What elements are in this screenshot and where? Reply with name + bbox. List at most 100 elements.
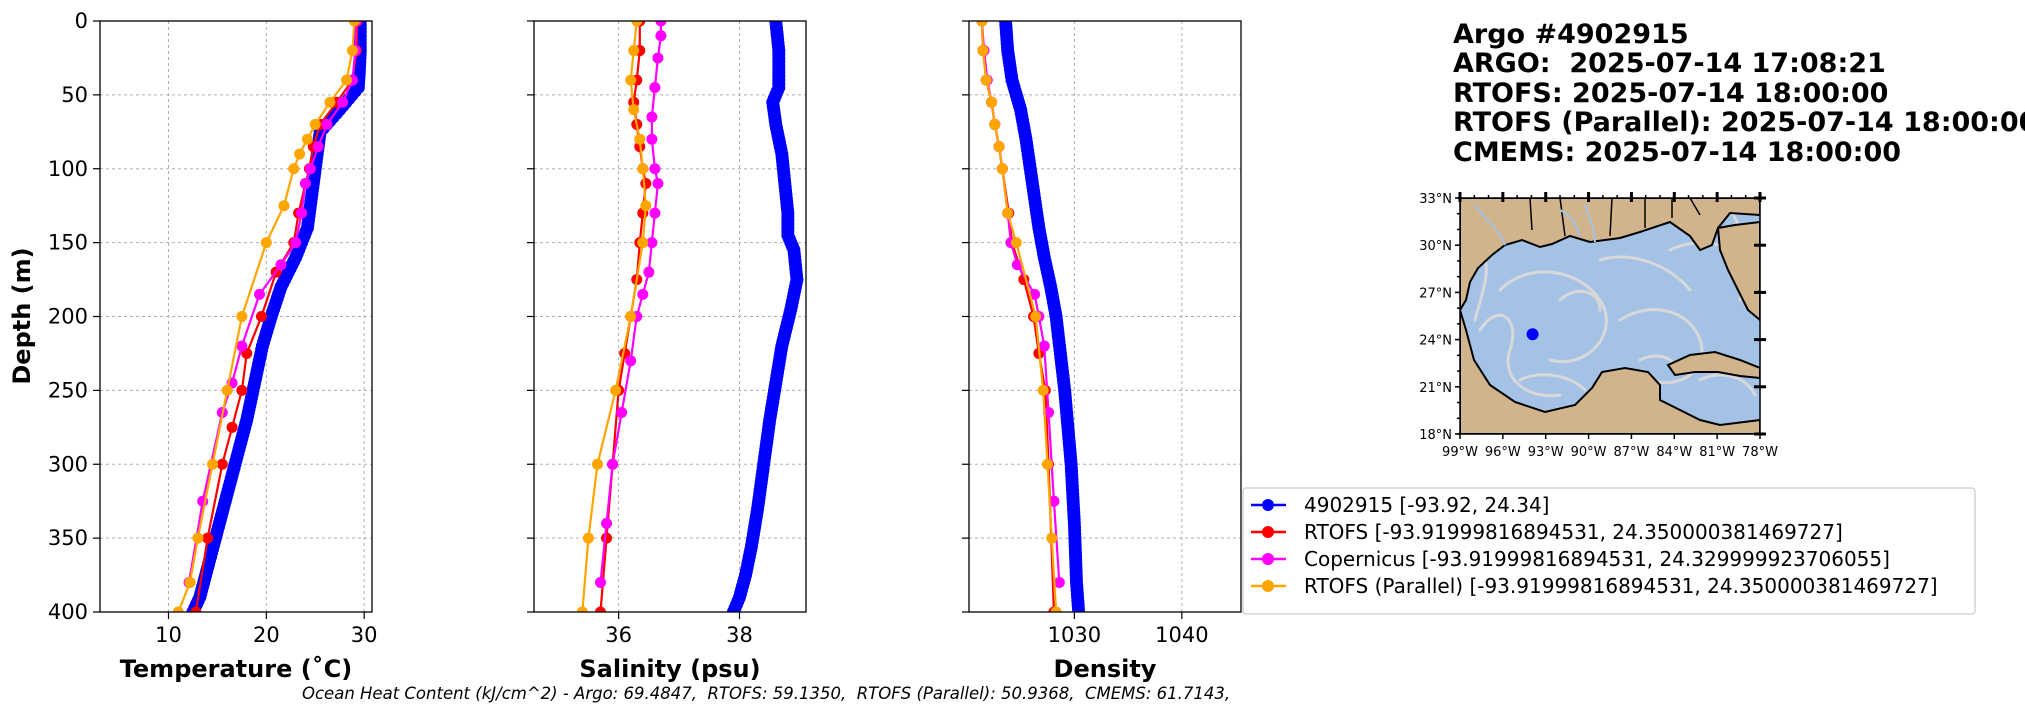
series-rtofs-parallel- [976,21,1062,612]
data-point [278,200,290,212]
density-grid [969,20,1241,613]
data-point [253,288,265,300]
series-line [177,21,356,612]
data-point [576,606,588,612]
legend-label: 4902915 [-93.92, 24.34] [1304,493,1549,517]
legend-marker [1262,499,1274,511]
salinity-xlabel: Salinity (psu) [579,655,760,683]
depth-tick-label: 250 [48,378,88,402]
data-point [649,163,661,175]
data-point [607,458,619,470]
depth-tick-label: 350 [48,526,88,550]
map-lon-label: 99°W [1442,445,1478,460]
data-point [1053,576,1065,588]
data-point [337,96,349,108]
temperature-series [172,21,367,612]
legend-label: Copernicus [-93.91999816894531, 24.32999… [1304,547,1890,571]
data-point [594,606,606,612]
data-point [649,81,661,93]
map-lat-label: 24°N [1419,334,1452,349]
map-lon-label: 93°W [1528,445,1564,460]
x-tick-label: 1030 [1048,623,1101,647]
data-point [172,606,184,612]
series-4902915 [726,21,804,612]
data-point [591,458,603,470]
temperature-xlabel: Temperature (˚C) [120,655,353,683]
data-point [304,163,316,175]
info-rtofs-parallel-time: RTOFS (Parallel): 2025-07-14 18:00:00 [1453,107,2025,138]
depth-tick-label: 100 [48,157,88,181]
data-point [348,21,360,27]
data-point [255,311,267,322]
data-point [221,384,233,396]
data-point [312,141,324,153]
map-lon-label: 90°W [1571,445,1607,460]
data-point [655,21,667,27]
x-tick-label: 20 [253,623,280,647]
legend-box [1242,487,1976,615]
salinity-grid [534,20,806,613]
legend-marker [1262,580,1274,592]
depth-tick-label: 400 [48,600,88,624]
data-point [980,74,992,86]
series-4902915 [186,21,367,612]
data-point [640,200,652,212]
data-point [996,163,1008,175]
data-point [288,163,300,175]
info-rtofs-time: RTOFS: 2025-07-14 18:00:00 [1453,78,1888,109]
series-4902915 [999,21,1086,612]
legend-label: RTOFS (Parallel) [-93.91999816894531, 24… [1304,574,1938,598]
data-point [190,606,202,612]
info-argo-time: ARGO: 2025-07-14 17:08:21 [1453,48,1886,79]
map-frame [1459,197,1761,435]
data-point [236,384,248,396]
data-point [294,148,306,160]
depth-tick-label: 200 [48,305,88,329]
data-point [610,384,622,396]
map-lat-label: 21°N [1419,381,1452,396]
data-point [640,178,652,190]
data-point [321,118,333,130]
map-lon-label: 87°W [1613,445,1649,460]
map-graticule-labels: 33°N 30°N 27°N 24°N 21°N 18°N 99°W 96°W 93°W 90°W… [1419,192,1778,460]
info-block: Argo #4902915 ARGO: 2025-07-14 17:08:21 … [1453,19,2025,168]
map-land-north [1460,198,1760,312]
data-point [226,421,238,433]
data-point [1037,384,1049,396]
data-point [1048,495,1060,507]
data-point [202,532,214,544]
map-lat-label: 33°N [1419,192,1452,207]
data-point [637,237,649,249]
data-point [646,237,658,249]
data-point [643,266,655,278]
data-point [976,21,988,27]
data-point [290,237,302,249]
data-point [236,340,248,352]
data-point [260,237,272,249]
data-point [192,532,204,544]
density-xlabel: Density [1054,655,1157,683]
x-tick-label: 30 [351,623,378,647]
map-lat-label: 27°N [1419,286,1452,301]
inset-map: 33°N 30°N 27°N 24°N 21°N 18°N 99°W 96°W 93°W 90°W… [1419,192,1778,460]
map-lon-label: 78°W [1742,445,1778,460]
data-point [299,178,311,190]
data-point [346,45,358,57]
data-point [652,52,664,64]
data-point [977,45,989,57]
data-point [649,207,661,219]
series-rtofs-parallel- [576,21,652,612]
map-borders [1529,198,1701,237]
salinity-ticks: 36 38 [527,20,753,647]
depth-axis-label: Depth (m) [8,247,36,384]
info-cmems-time: CMEMS: 2025-07-14 18:00:00 [1453,137,1901,168]
data-point [1046,532,1058,544]
legend: 4902915 [-93.92, 24.34] RTOFS [-93.919998… [1242,487,1976,615]
data-point [634,133,646,145]
data-point [1038,340,1050,352]
legend-marker [1262,553,1274,565]
data-point [986,96,998,108]
x-tick-label: 36 [605,623,632,647]
data-point [1043,407,1055,419]
